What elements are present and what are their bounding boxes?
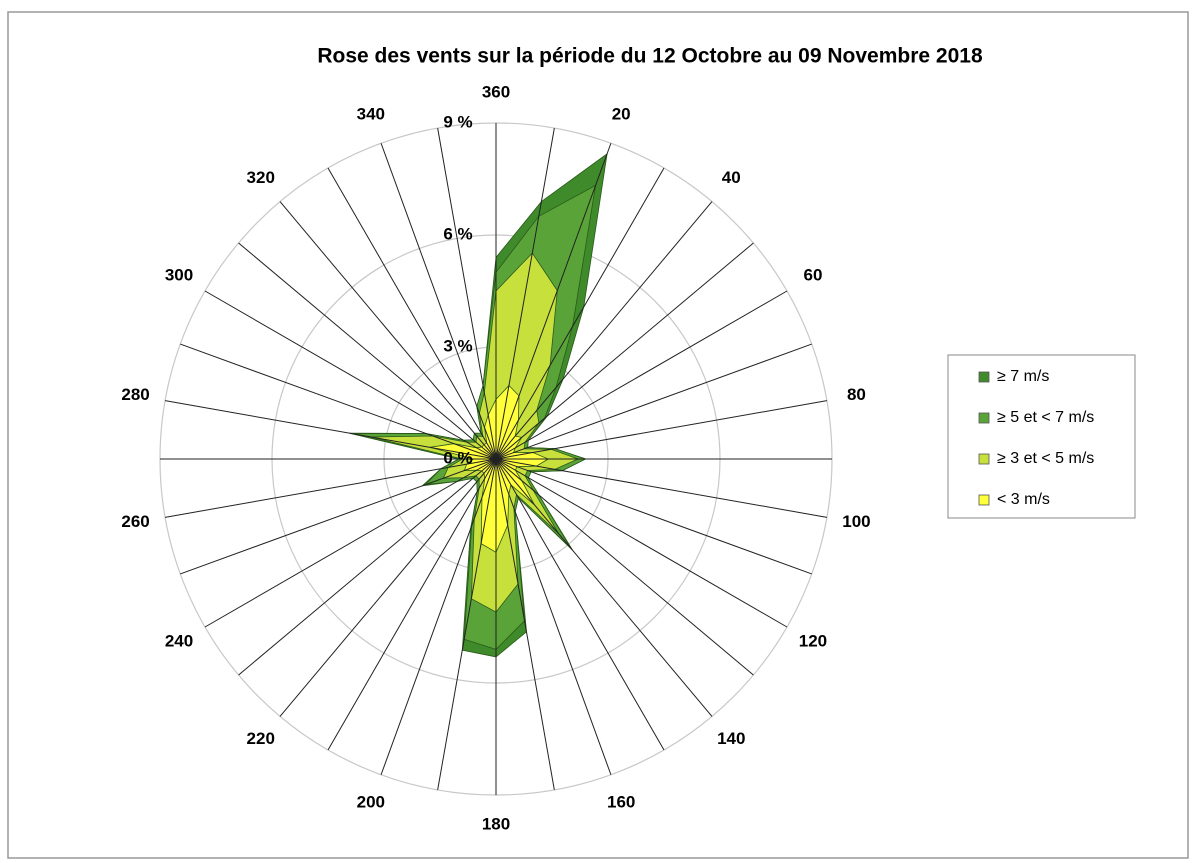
spoke: [180, 343, 497, 460]
spoke: [165, 458, 497, 518]
direction-label: 180: [482, 814, 510, 833]
spoke: [238, 458, 497, 676]
r-tick-label: 0 %: [443, 448, 472, 467]
direction-label: 100: [842, 512, 870, 531]
spoke: [495, 167, 665, 460]
legend-swatch: [978, 371, 990, 383]
spoke: [238, 242, 497, 460]
spoke: [495, 143, 612, 460]
legend-label: ≥ 7 m/s: [997, 368, 1049, 385]
spoke: [204, 290, 497, 460]
spoke: [495, 400, 827, 460]
spoke: [495, 290, 788, 460]
chart-title: Rose des vents sur la période du 12 Octo…: [317, 45, 983, 68]
spoke: [495, 458, 788, 628]
direction-label: 260: [121, 512, 149, 531]
spoke: [380, 143, 497, 460]
direction-label: 80: [847, 385, 866, 404]
spoke: [495, 201, 713, 460]
spoke: [495, 458, 612, 775]
direction-label: 280: [121, 385, 149, 404]
direction-label: 340: [357, 105, 385, 124]
direction-label: 140: [717, 729, 745, 748]
spoke: [437, 128, 497, 460]
legend-label: < 3 m/s: [997, 491, 1050, 508]
direction-label: 60: [804, 265, 823, 284]
spoke: [495, 458, 555, 790]
spoke: [495, 343, 812, 460]
legend-swatch: [978, 494, 990, 506]
spoke: [495, 458, 665, 751]
direction-label: 160: [607, 792, 635, 811]
direction-label: 20: [612, 105, 631, 124]
r-tick-label: 9 %: [443, 112, 472, 131]
spoke: [279, 201, 497, 460]
direction-label: 200: [357, 792, 385, 811]
spoke: [495, 458, 812, 575]
legend-label: ≥ 3 et < 5 m/s: [997, 450, 1094, 467]
direction-label: 300: [165, 265, 193, 284]
spoke: [180, 458, 497, 575]
spoke: [327, 458, 497, 751]
legend-swatch: [978, 412, 990, 424]
spoke: [279, 458, 497, 717]
direction-label: 40: [722, 168, 741, 187]
direction-label: 120: [799, 631, 827, 650]
spoke: [495, 242, 754, 460]
direction-label: 220: [247, 729, 275, 748]
direction-label: 240: [165, 631, 193, 650]
spoke: [165, 400, 497, 460]
spoke: [495, 458, 827, 518]
direction-label: 360: [482, 82, 510, 101]
spoke: [437, 458, 497, 790]
r-tick-label: 3 %: [443, 336, 472, 355]
spoke: [495, 458, 713, 717]
direction-label: 320: [247, 168, 275, 187]
spoke: [495, 458, 754, 676]
spoke: [204, 458, 497, 628]
spoke: [495, 128, 555, 460]
legend-label: ≥ 5 et < 7 m/s: [997, 409, 1094, 426]
legend-swatch: [978, 453, 990, 465]
spoke: [327, 167, 497, 460]
spoke: [380, 458, 497, 775]
r-tick-label: 6 %: [443, 224, 472, 243]
